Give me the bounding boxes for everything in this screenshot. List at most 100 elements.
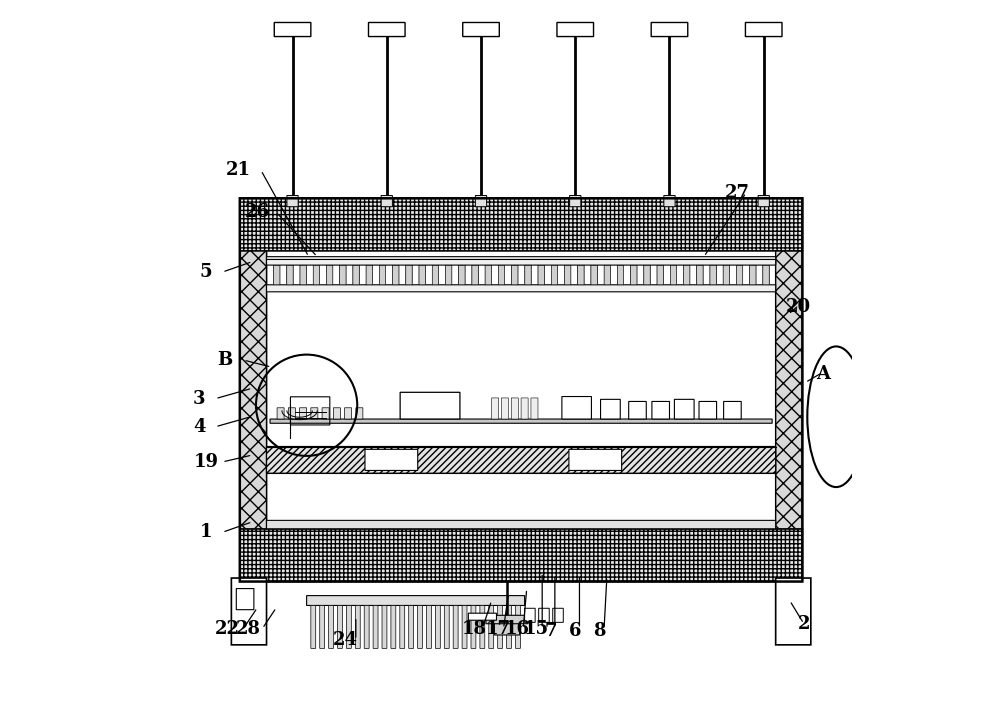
Bar	[521, 398, 528, 419]
Bar	[418, 606, 423, 648]
Bar	[684, 265, 690, 285]
Text: 19: 19	[194, 453, 219, 471]
Bar	[604, 265, 610, 285]
Bar	[601, 400, 620, 419]
Bar	[368, 23, 405, 37]
Bar	[591, 265, 597, 285]
Bar	[432, 263, 439, 286]
Bar	[557, 23, 594, 37]
Bar	[657, 265, 663, 285]
Bar	[604, 263, 610, 286]
Bar	[750, 263, 756, 286]
Bar	[617, 265, 624, 285]
Bar	[313, 265, 320, 285]
Bar	[525, 263, 531, 286]
Bar	[400, 606, 405, 648]
Bar	[373, 606, 378, 648]
Bar	[267, 251, 776, 529]
Bar	[750, 265, 756, 285]
Bar	[494, 622, 520, 635]
Bar	[776, 251, 802, 529]
Bar	[570, 196, 581, 207]
Bar	[290, 397, 330, 425]
Bar	[531, 398, 538, 419]
Bar	[240, 198, 802, 251]
Bar	[651, 23, 688, 37]
Text: 22: 22	[215, 620, 240, 638]
Bar	[617, 263, 624, 286]
Bar	[267, 446, 776, 473]
Bar	[538, 263, 544, 286]
Bar	[382, 606, 387, 648]
Bar	[763, 265, 769, 285]
Bar	[578, 263, 584, 286]
Bar	[240, 529, 802, 582]
Text: 8: 8	[594, 622, 606, 640]
Text: 27: 27	[725, 184, 750, 202]
Bar	[486, 616, 528, 623]
Bar	[525, 265, 531, 285]
Bar	[381, 196, 392, 207]
Bar	[379, 263, 386, 286]
Bar	[379, 265, 386, 285]
Bar	[525, 609, 535, 622]
Text: 5: 5	[200, 263, 212, 281]
Bar	[240, 251, 267, 529]
Bar	[240, 198, 802, 582]
Bar	[629, 402, 646, 419]
Bar	[364, 606, 369, 648]
Text: 1: 1	[200, 523, 212, 542]
Bar	[345, 408, 352, 419]
Text: 17: 17	[485, 620, 510, 638]
Bar	[471, 606, 476, 648]
Text: 28: 28	[236, 620, 261, 638]
Bar	[569, 449, 622, 470]
Text: 2: 2	[798, 615, 810, 633]
Bar	[480, 606, 485, 648]
Bar	[274, 265, 280, 285]
Bar	[287, 263, 293, 286]
Bar	[485, 263, 491, 286]
Bar	[419, 265, 425, 285]
Bar	[329, 606, 334, 648]
Bar	[300, 263, 306, 286]
Bar	[287, 196, 298, 207]
Bar	[459, 263, 465, 286]
Bar	[631, 263, 637, 286]
Bar	[320, 606, 325, 648]
Bar	[512, 263, 518, 286]
Bar	[463, 23, 499, 37]
Bar	[498, 263, 505, 286]
Bar	[326, 263, 333, 286]
Bar	[432, 265, 439, 285]
Bar	[231, 578, 267, 645]
Bar	[365, 449, 418, 470]
Bar	[652, 402, 669, 419]
Bar	[498, 606, 503, 648]
Bar	[355, 606, 360, 648]
Bar	[539, 609, 549, 622]
Text: 4: 4	[193, 418, 205, 436]
Bar	[710, 265, 716, 285]
Bar	[366, 263, 372, 286]
Bar	[472, 263, 478, 286]
Bar	[267, 257, 776, 263]
Bar	[307, 596, 525, 606]
Bar	[311, 408, 318, 419]
Bar	[591, 263, 597, 286]
Bar	[453, 606, 458, 648]
Bar	[498, 265, 505, 285]
Bar	[475, 196, 487, 207]
Bar	[300, 408, 307, 419]
Bar	[333, 408, 340, 419]
Text: 7: 7	[544, 622, 557, 640]
Bar	[445, 263, 452, 286]
Bar	[267, 260, 776, 265]
Bar	[489, 606, 494, 648]
Bar	[409, 606, 414, 648]
Bar	[270, 419, 772, 424]
Bar	[644, 265, 650, 285]
Bar	[322, 408, 329, 419]
Text: 21: 21	[226, 161, 251, 179]
Bar	[553, 609, 563, 622]
